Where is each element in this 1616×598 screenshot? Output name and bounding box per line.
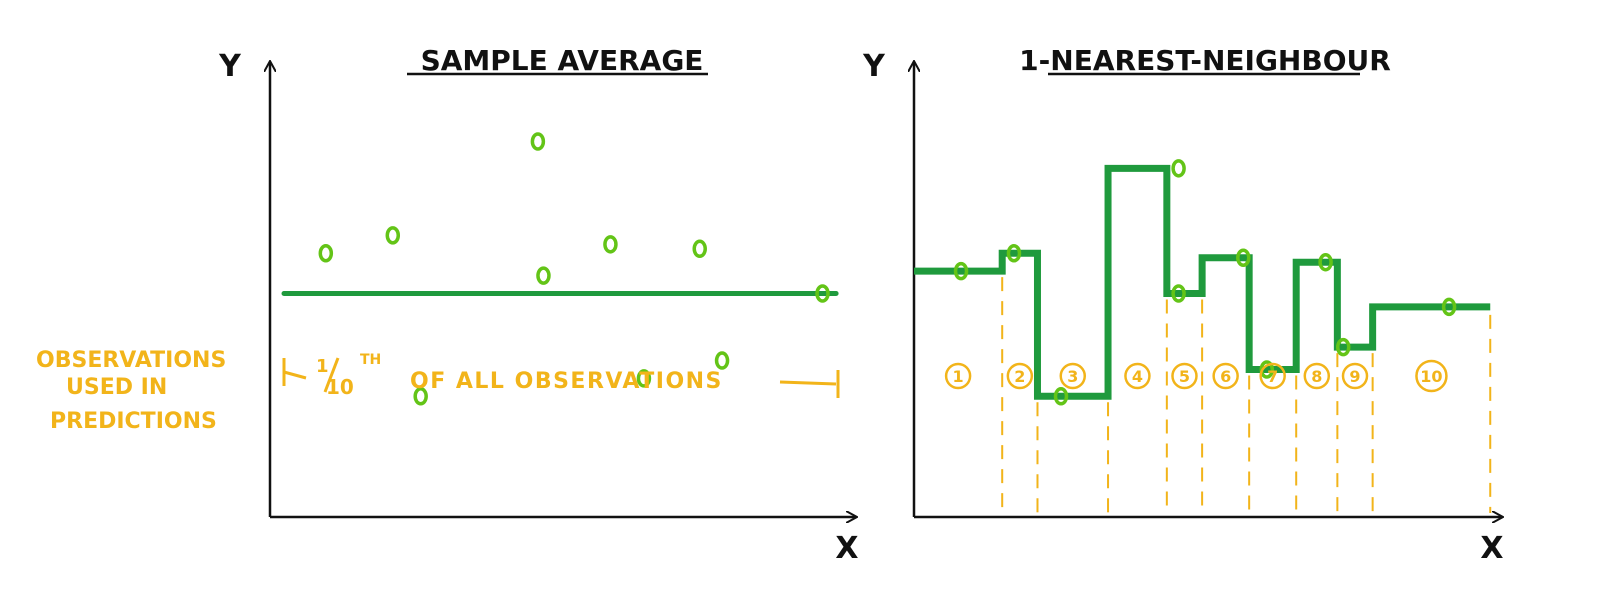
bracket-suffix: TH bbox=[360, 352, 381, 368]
bracket-fraction-numerator: 1 bbox=[316, 356, 329, 377]
region-label-text: 5 bbox=[1179, 367, 1190, 386]
region-label-text: 4 bbox=[1132, 367, 1143, 386]
region-label-text: 9 bbox=[1349, 367, 1360, 386]
observations-used-note: OBSERVATIONS USED IN PREDICTIONS bbox=[36, 348, 226, 434]
region-label-text: 3 bbox=[1067, 367, 1078, 386]
region-label-3: 3 bbox=[1059, 362, 1087, 390]
region-label-7: 7 bbox=[1259, 362, 1286, 390]
region-label-text: 8 bbox=[1311, 367, 1322, 386]
observation-point-8 bbox=[692, 239, 707, 259]
region-label-10: 10 bbox=[1415, 359, 1448, 393]
region-label-4: 4 bbox=[1124, 362, 1151, 390]
region-label-circle bbox=[1124, 362, 1151, 390]
nn-observation-point-5 bbox=[1171, 284, 1186, 303]
region-label-6: 6 bbox=[1212, 362, 1239, 390]
observation-point-4 bbox=[530, 132, 546, 151]
one-tenth-bracket: 1 10 TH OF ALL OBSERVATIONS bbox=[282, 352, 840, 399]
observation-point-9 bbox=[714, 351, 730, 370]
nn-observation-point-8 bbox=[1318, 252, 1333, 272]
region-boundaries bbox=[1001, 277, 1492, 513]
nn-observation-point-2 bbox=[1006, 244, 1022, 263]
region-label-circle bbox=[1341, 362, 1369, 390]
bracket-left-arm bbox=[283, 370, 307, 380]
region-label-circle bbox=[1303, 362, 1331, 390]
nn-observation-point-9 bbox=[1335, 337, 1351, 357]
bracket-text: OF ALL OBSERVATIONS bbox=[410, 369, 723, 394]
region-label-circle bbox=[1059, 362, 1087, 390]
observation-point-7 bbox=[636, 369, 652, 388]
observation-point-5 bbox=[536, 266, 551, 285]
bracket-right-arm bbox=[779, 380, 837, 386]
nearest-neighbour-panel: 1-NEAREST-NEIGHBOUR Y X 1 2 3 4 5 6 7 8 9 10 bbox=[862, 44, 1503, 566]
region-label-2: 2 bbox=[1006, 362, 1034, 390]
left-y-axis-label: Y bbox=[218, 49, 242, 84]
region-label-text: 2 bbox=[1014, 367, 1025, 386]
region-label-8: 8 bbox=[1303, 362, 1331, 390]
observation-point-1 bbox=[318, 244, 334, 263]
region-label-circle bbox=[1171, 362, 1198, 390]
right-y-axis-label: Y bbox=[862, 49, 886, 84]
observation-point-6 bbox=[603, 235, 618, 254]
nn-observation-point-1 bbox=[953, 261, 969, 281]
observation-point-2 bbox=[385, 226, 401, 245]
region-label-circle bbox=[1259, 362, 1286, 390]
side-note-line-1: OBSERVATIONS bbox=[36, 348, 226, 373]
region-label-circle bbox=[944, 362, 972, 390]
right-observations bbox=[953, 159, 1457, 406]
left-observations bbox=[318, 132, 830, 406]
region-label-circle bbox=[1212, 362, 1239, 390]
bracket-fraction-denominator: 10 bbox=[326, 375, 354, 399]
right-panel-title: 1-NEAREST-NEIGHBOUR bbox=[1019, 44, 1391, 77]
nearest-neighbour-step-function bbox=[914, 164, 1491, 400]
nn-observation-point-3 bbox=[1053, 387, 1069, 406]
region-label-5: 5 bbox=[1171, 362, 1198, 390]
region-label-9: 9 bbox=[1341, 362, 1369, 390]
region-label-text: 10 bbox=[1420, 367, 1442, 386]
region-label-1: 1 bbox=[944, 362, 972, 390]
right-x-axis-label: X bbox=[1480, 531, 1503, 566]
region-label-text: 6 bbox=[1220, 367, 1231, 386]
region-label-circle bbox=[1006, 362, 1034, 390]
observation-point-3 bbox=[413, 387, 428, 406]
side-note-line-3: PREDICTIONS bbox=[50, 409, 217, 434]
region-label-text: 7 bbox=[1267, 367, 1278, 386]
observation-point-10 bbox=[815, 284, 830, 303]
bracket-fraction-slash bbox=[323, 357, 340, 393]
region-labels: 1 2 3 4 5 6 7 8 9 10 bbox=[944, 359, 1448, 393]
region-label-circle bbox=[1415, 359, 1448, 393]
left-panel-title: SAMPLE AVERAGE bbox=[421, 44, 704, 77]
nn-observation-point-10 bbox=[1441, 297, 1457, 317]
sample-average-panel: SAMPLE AVERAGE Y X OBSERVATIONS USED IN … bbox=[36, 44, 859, 566]
region-label-text: 1 bbox=[953, 367, 964, 386]
nn-observation-point-6 bbox=[1236, 248, 1251, 267]
side-note-line-2: USED IN bbox=[66, 375, 167, 400]
left-x-axis-label: X bbox=[835, 531, 858, 566]
nn-observation-point-4 bbox=[1171, 159, 1186, 178]
